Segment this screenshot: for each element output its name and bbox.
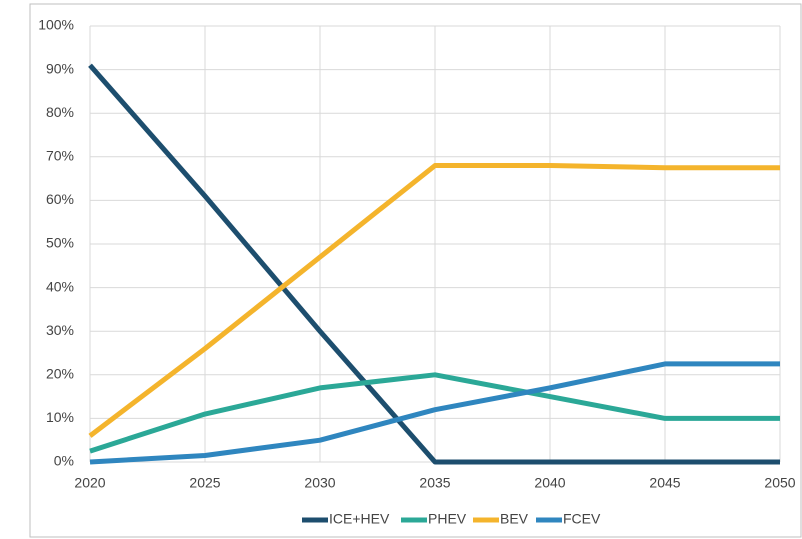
y-tick-label: 30% — [46, 322, 74, 338]
series-line — [88, 63, 780, 465]
x-tick-label: 2040 — [534, 475, 565, 491]
series-line — [89, 361, 780, 465]
x-tick-label: 2050 — [764, 475, 795, 491]
y-tick-label: 40% — [46, 278, 74, 294]
chart-frame — [29, 3, 802, 538]
y-tick-label: 70% — [46, 148, 74, 164]
y-tick-label: 80% — [46, 104, 74, 120]
x-tick-label: 2025 — [189, 475, 220, 491]
y-tick-label: 90% — [46, 60, 74, 76]
series-line — [88, 163, 780, 438]
legend-label: BEV — [500, 511, 529, 527]
x-tick-label: 2030 — [304, 475, 335, 491]
legend-label: PHEV — [428, 511, 467, 527]
y-tick-label: 60% — [46, 191, 74, 207]
legend-label: ICE+HEV — [329, 511, 390, 527]
series-line — [89, 372, 780, 454]
y-tick-label: 100% — [38, 17, 74, 33]
x-tick-label: 2035 — [419, 475, 450, 491]
y-tick-label: 0% — [54, 453, 74, 469]
x-tick-label: 2045 — [649, 475, 680, 491]
y-tick-label: 50% — [46, 235, 74, 251]
x-tick-label: 2020 — [74, 475, 105, 491]
y-tick-label: 10% — [46, 409, 74, 425]
legend-label: FCEV — [563, 511, 601, 527]
y-tick-label: 20% — [46, 366, 74, 382]
